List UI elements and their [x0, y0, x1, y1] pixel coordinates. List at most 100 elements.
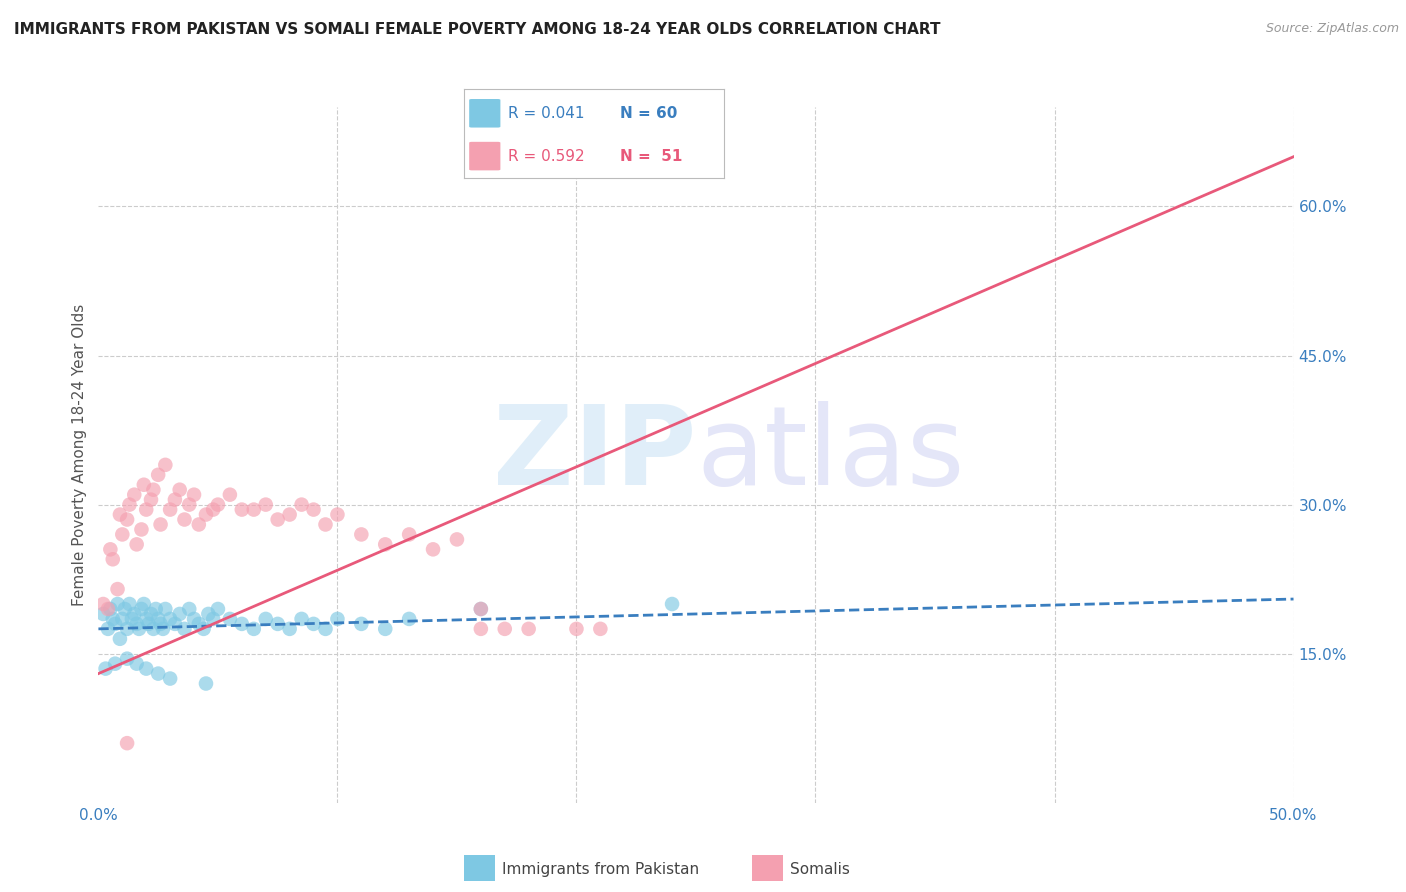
Point	[302, 502, 325, 516]
Point	[101, 612, 124, 626]
Point	[315, 517, 337, 532]
Point	[114, 602, 136, 616]
Point	[135, 502, 157, 516]
Point	[169, 607, 191, 621]
Point	[115, 736, 138, 750]
Point	[470, 622, 492, 636]
Point	[589, 622, 612, 636]
Point	[131, 523, 153, 537]
Point	[179, 602, 201, 616]
Point	[202, 612, 225, 626]
Point	[138, 616, 160, 631]
Text: Immigrants from Pakistan: Immigrants from Pakistan	[502, 863, 699, 877]
Point	[159, 502, 181, 516]
Point	[97, 622, 120, 636]
Point	[98, 542, 122, 557]
Point	[219, 488, 242, 502]
Point	[135, 612, 157, 626]
Point	[107, 597, 129, 611]
Point	[374, 537, 396, 551]
Point	[231, 502, 253, 516]
Point	[197, 607, 219, 621]
Point	[101, 552, 124, 566]
Point	[104, 616, 127, 631]
Point	[315, 622, 337, 636]
Point	[207, 602, 229, 616]
Text: Somalis: Somalis	[790, 863, 851, 877]
Point	[278, 622, 301, 636]
Point	[142, 483, 165, 497]
Point	[374, 622, 396, 636]
Point	[107, 582, 129, 596]
Point	[267, 616, 290, 631]
Point	[98, 602, 122, 616]
Text: R = 0.041: R = 0.041	[508, 106, 585, 120]
Point	[108, 632, 131, 646]
Point	[326, 612, 349, 626]
Point	[163, 492, 186, 507]
Point	[565, 622, 588, 636]
Point	[254, 498, 277, 512]
Point	[470, 602, 492, 616]
Point	[148, 612, 170, 626]
Point	[128, 622, 150, 636]
Text: Source: ZipAtlas.com: Source: ZipAtlas.com	[1265, 22, 1399, 36]
Point	[187, 616, 209, 631]
Text: N = 60: N = 60	[620, 106, 678, 120]
Point	[219, 612, 242, 626]
Point	[115, 651, 138, 665]
Point	[243, 502, 266, 516]
Point	[446, 533, 468, 547]
Point	[291, 612, 314, 626]
Point	[131, 602, 153, 616]
Point	[125, 537, 148, 551]
Point	[350, 616, 373, 631]
Point	[111, 527, 134, 541]
Point	[169, 483, 191, 497]
Point	[193, 622, 215, 636]
Point	[398, 527, 420, 541]
Point	[124, 488, 146, 502]
Point	[159, 672, 181, 686]
Point	[139, 492, 162, 507]
Point	[173, 512, 195, 526]
Point	[121, 612, 143, 626]
Point	[155, 602, 177, 616]
Point	[91, 607, 114, 621]
Point	[231, 616, 253, 631]
Point	[278, 508, 301, 522]
Point	[398, 612, 420, 626]
Point	[494, 622, 516, 636]
Point	[163, 616, 186, 631]
Point	[159, 612, 181, 626]
Point	[111, 612, 134, 626]
Point	[195, 508, 218, 522]
Point	[202, 502, 225, 516]
Text: IMMIGRANTS FROM PAKISTAN VS SOMALI FEMALE POVERTY AMONG 18-24 YEAR OLDS CORRELAT: IMMIGRANTS FROM PAKISTAN VS SOMALI FEMAL…	[14, 22, 941, 37]
Point	[173, 622, 195, 636]
Point	[254, 612, 277, 626]
Point	[145, 602, 167, 616]
Point	[195, 676, 218, 690]
Point	[149, 616, 172, 631]
Point	[115, 512, 138, 526]
Point	[302, 616, 325, 631]
Point	[152, 622, 174, 636]
Point	[179, 498, 201, 512]
Point	[118, 498, 141, 512]
Text: ZIP: ZIP	[492, 401, 696, 508]
Point	[207, 498, 229, 512]
Point	[422, 542, 444, 557]
Point	[187, 517, 209, 532]
Point	[115, 622, 138, 636]
Point	[132, 477, 155, 491]
Point	[243, 622, 266, 636]
Point	[148, 666, 170, 681]
Point	[125, 616, 148, 631]
Point	[291, 498, 314, 512]
Point	[326, 508, 349, 522]
Point	[125, 657, 148, 671]
Point	[124, 607, 146, 621]
Text: R = 0.592: R = 0.592	[508, 149, 585, 163]
FancyBboxPatch shape	[470, 99, 501, 128]
